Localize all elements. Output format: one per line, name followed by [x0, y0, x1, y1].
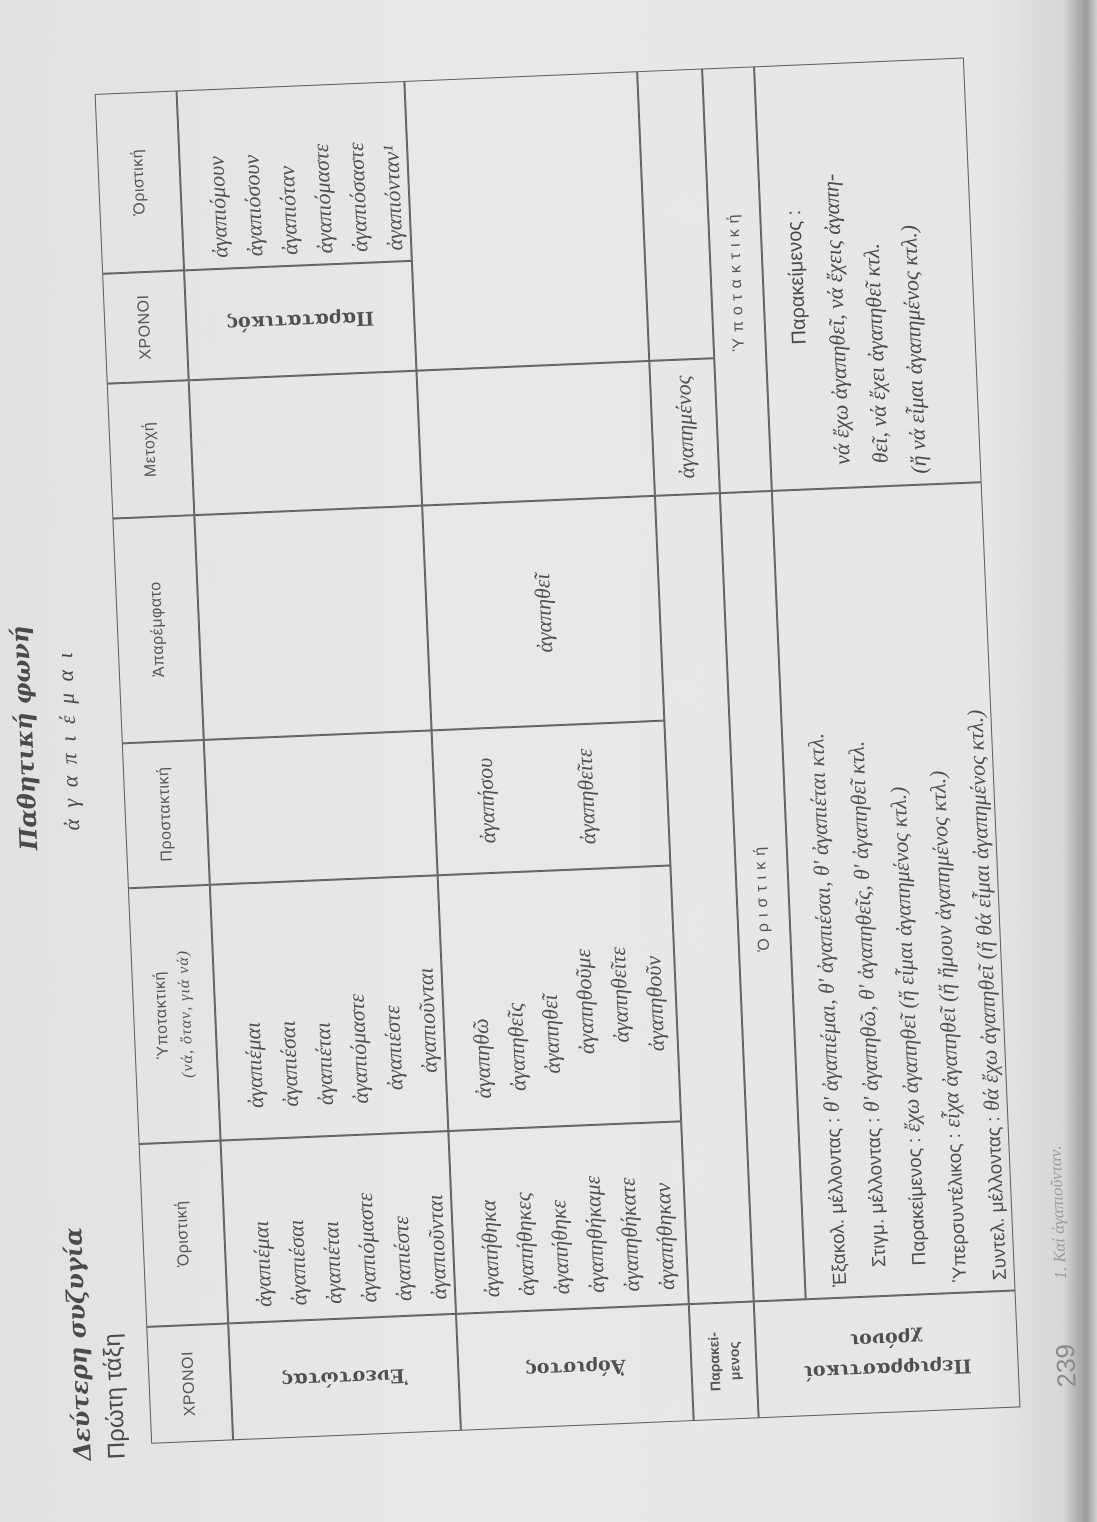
verb-form: ἀγαπηθεῖτε [570, 747, 600, 845]
imperfect-label-cell: Παρατατικός [183, 260, 416, 380]
verb-forms: θ' ἀγαπιέμαι, θ' ἀγαπιέσαι, θ' ἀγαπιέται… [802, 732, 844, 1113]
present-label: Ἐνεστώτας [280, 1362, 408, 1391]
perfect-right-empty [636, 67, 714, 361]
header-label: ΧΡΟΝΟΙ [178, 1350, 199, 1417]
header-label: Ὁριστική [172, 1199, 193, 1267]
present-infinitive [193, 505, 432, 740]
tense-name: Παρακείμενος : [782, 208, 811, 345]
header-label: Ἀπαρέμφατο [146, 580, 168, 678]
perfect-label: Παρακεί- [704, 1331, 723, 1391]
label-line: Περιφραστικοί [802, 1354, 972, 1384]
header-indicative: Ὁριστική [138, 1140, 228, 1327]
header-label: Προστακτική [154, 765, 176, 862]
header-subjunctive: Ὑποτακτική (νά, ὅταν, γιά νά) [127, 884, 221, 1144]
header-tenses: ΧΡΟΝΟΙ [145, 1322, 233, 1444]
aorist-label-cell: Ἀόριστος [455, 1303, 694, 1431]
header-label: Μετοχή [139, 420, 160, 477]
tense-name: Ἐξακολ. μέλλοντας : [822, 1116, 851, 1287]
header-note: (νά, ὅταν, γιά νά) [174, 949, 197, 1078]
footnote: 1. Καί ἀγαπιοῦνταν. [1044, 1144, 1070, 1280]
imperfect-indicative: ἀγαπιόμουν ἀγαπιόσουν ἀγαπιόταν ἀγαπιόμαστε… [176, 80, 412, 270]
verb-forms: νά ἔχω ἀγαπηθεῖ, νά ἔχεις ἀγαπη- [817, 172, 855, 465]
verb-form: ἀγαπήθηκαν [649, 1181, 679, 1291]
header-label: Ὁριστική [128, 148, 149, 216]
class-title: Πρώτη τάξη [98, 1332, 131, 1460]
aorist-label: Ἀόριστος [523, 1353, 625, 1381]
verb-title: ἀ γ α π ι έ μ α ι [51, 648, 84, 831]
voice-title: Παθητική φωνή [4, 624, 43, 851]
header-label: Ὑποτακτική [724, 207, 748, 351]
page-number: 239 [1049, 1342, 1082, 1388]
imperfect-label: Παρατατικός [225, 305, 375, 335]
tense-name: Στιγμ. μέλλοντας : [862, 1116, 890, 1268]
verb-form: ἀγαπηθεῖ [528, 572, 557, 653]
aorist-right-empty [403, 70, 649, 371]
present-label-cell: Ἐνεστώτας [227, 1313, 461, 1440]
present-subjunctive: ἀγαπιέμαι ἀγαπιέσαι ἀγαπιέται ἀγαπιόμαστε ἀγ… [209, 874, 448, 1141]
verb-forms: ἔχω ἀγαπηθεῖ (ἤ εἶμαι ἀγαπημένος κτλ.) [884, 785, 925, 1133]
header-infinitive: Ἀπαρέμφατο [111, 514, 204, 743]
aorist-subjunctive: ἀγαπηθῶ ἀγαπηθεῖς ἀγαπηθεῖ ἀγαπηθοῦμε ἀγαπηθ… [437, 865, 681, 1131]
perfect-participle: ἀγαπημένος [648, 357, 720, 496]
periphrastic-subjunctive: Παρακείμενος : νά ἔχω ἀγαπηθεῖ, νά ἔχεις… [753, 57, 982, 491]
perfect-label: μενος [724, 1340, 743, 1381]
aorist-infinitive: ἀγαπηθεῖ [421, 495, 664, 730]
conjugation-title: Δεύτερη συζυγία [57, 1226, 97, 1461]
tense-name: Συντελ. μέλλοντας : [982, 1115, 1011, 1280]
periphrastic-label: Περιφραστικοί χρόνοι [801, 1320, 972, 1387]
present-indicative: ἀγαπιέμαι ἀγαπιέσαι ἀγαπιέται ἀγαπιόμαστε ἀγ… [220, 1130, 456, 1323]
tense-name: Παρακείμενος : [903, 1136, 930, 1266]
perfect-label-cell: Παρακεί- μενος [688, 1300, 759, 1421]
verb-form: ἀγαπήσου [471, 756, 500, 844]
header-tenses-2: ΧΡΟΝΟΙ [101, 269, 189, 384]
verb-form: ἀγαπημένος [668, 374, 699, 479]
header-indicative-2: Ὁριστική [94, 90, 184, 274]
aorist-indicative: ἀγαπήθηκα ἀγαπήθηκες ἀγαπήθηκε ἀγαπηθήκαμε ἀ… [447, 1120, 689, 1314]
periphrastic-indicative: Ἐξακολ. μέλλοντας : θ' ἀγαπιέμαι, θ' ἀγα… [771, 481, 1016, 1299]
label-line: χρόνοι [849, 1326, 923, 1352]
present-participle [188, 370, 422, 515]
header-label: Ὁριστική [750, 840, 773, 952]
tense-name: Ὑπερσυντέλικος : [943, 1132, 971, 1282]
aorist-imperative: ἀγαπήσου ἀγαπηθεῖτε [431, 720, 670, 875]
aorist-participle [415, 360, 655, 506]
periphrastic-label-cell: Περιφραστικοί χρόνοι [753, 1289, 1020, 1418]
header-label: ΧΡΟΝΟΙ [134, 293, 155, 360]
present-imperative [203, 729, 438, 885]
header-participle: Μετοχή [106, 379, 194, 519]
header-imperative: Προστακτική [121, 739, 210, 888]
header-label: Ὑποτακτική [150, 970, 172, 1059]
